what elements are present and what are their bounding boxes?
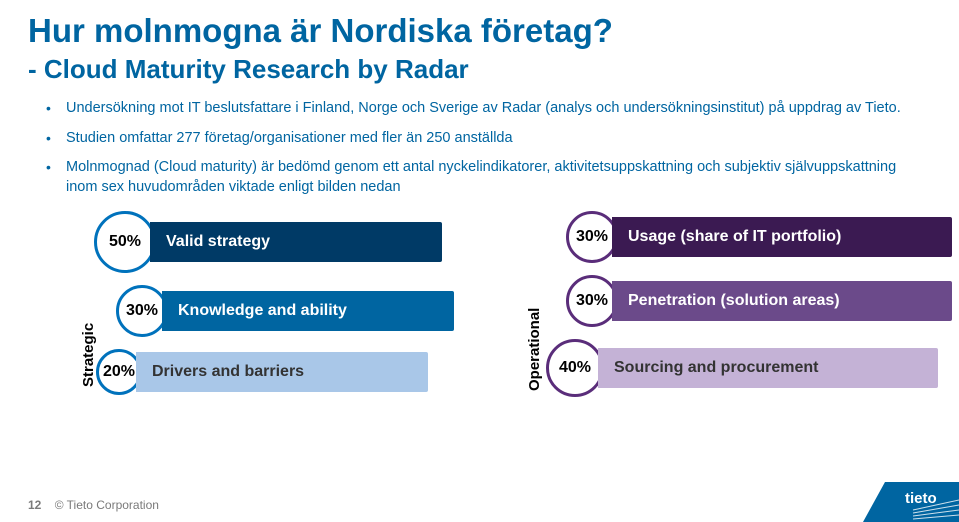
- slide-title: Hur molnmogna är Nordiska företag?: [28, 12, 931, 50]
- weight-bubble: 30%: [566, 275, 618, 327]
- weight-bubble: 40%: [546, 339, 604, 397]
- strategic-column: 50%Valid strategy 30%Knowledge and abilit…: [94, 211, 454, 407]
- bullet-item: Studien omfattar 277 företag/organisatio…: [66, 129, 931, 149]
- weighting-diagram: Strategic Operational 50%Valid strategy3…: [28, 207, 931, 407]
- weight-bubble: 30%: [566, 211, 618, 263]
- operational-column: 30%Usage (share of IT portfolio)30%Penet…: [540, 211, 952, 409]
- bullet-item: Molnmognad (Cloud maturity) är bedömd ge…: [66, 158, 931, 197]
- weight-label: Valid strategy: [150, 222, 442, 262]
- weight-label: Penetration (solution areas): [612, 281, 952, 321]
- weight-label: Usage (share of IT portfolio): [612, 217, 952, 257]
- weight-row: 30%Knowledge and ability: [116, 285, 454, 337]
- bullet-item: Undersökning mot IT beslutsfattare i Fin…: [66, 99, 931, 119]
- weight-row: 30%Penetration (solution areas): [566, 275, 952, 327]
- weight-row: 30%Usage (share of IT portfolio): [566, 211, 952, 263]
- weight-row: 50%Valid strategy: [94, 211, 454, 273]
- weight-bubble: 50%: [94, 211, 156, 273]
- weight-bubble: 30%: [116, 285, 168, 337]
- weight-label: Drivers and barriers: [136, 352, 428, 392]
- page-number: 12: [28, 498, 41, 512]
- weight-label: Sourcing and procurement: [598, 348, 938, 388]
- footer-copyright: © Tieto Corporation: [55, 498, 159, 512]
- bullet-list: Undersökning mot IT beslutsfattare i Fin…: [28, 99, 931, 197]
- weight-label: Knowledge and ability: [162, 291, 454, 331]
- weight-row: 20%Drivers and barriers: [96, 349, 454, 395]
- slide-subtitle: - Cloud Maturity Research by Radar: [28, 54, 931, 85]
- tieto-logo: tieto: [863, 482, 959, 522]
- slide-footer: 12 © Tieto Corporation: [28, 498, 159, 512]
- svg-text:tieto: tieto: [905, 490, 937, 507]
- weight-row: 40%Sourcing and procurement: [546, 339, 952, 397]
